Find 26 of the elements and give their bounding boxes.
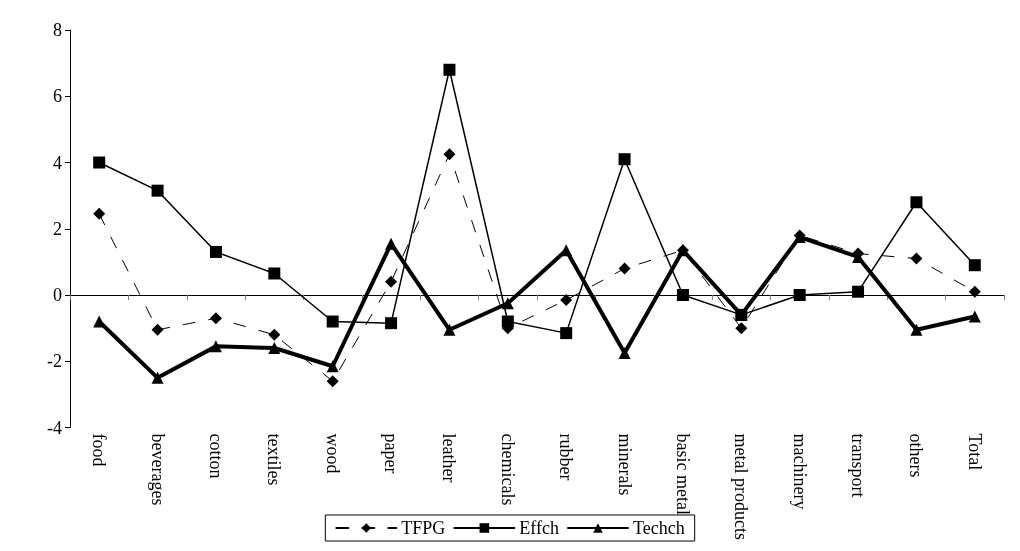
y-tick-label: 2	[53, 218, 62, 239]
x-tick-label: textiles	[264, 433, 285, 486]
y-tick-label: -4	[47, 417, 62, 438]
x-tick-label: minerals	[614, 433, 635, 496]
x-tick-label: machinery	[789, 433, 810, 510]
x-tick-label: Total	[964, 433, 985, 471]
x-tick-label: rubber	[556, 433, 577, 481]
x-tick-label: food	[89, 433, 110, 467]
x-tick-label: metal products	[731, 433, 752, 541]
legend-label: TFPG	[401, 518, 446, 538]
legend-label: Techch	[632, 518, 685, 538]
x-tick-label: wood	[322, 433, 343, 474]
y-tick-label: 0	[53, 285, 62, 306]
x-tick-label: paper	[381, 433, 402, 474]
x-tick-label: others	[906, 433, 927, 478]
y-tick-label: 6	[53, 86, 62, 107]
x-tick-label: transport	[848, 433, 869, 498]
x-tick-label: basic metal	[672, 433, 693, 515]
x-tick-label: leather	[439, 433, 460, 483]
y-tick-label: -2	[47, 351, 62, 372]
y-tick-label: 4	[53, 152, 62, 173]
y-tick-label: 8	[53, 20, 62, 40]
x-tick-label: beverages	[147, 433, 168, 506]
legend-label: Effch	[519, 518, 559, 538]
x-tick-label: chemicals	[497, 433, 518, 506]
x-tick-label: cotton	[205, 433, 226, 479]
